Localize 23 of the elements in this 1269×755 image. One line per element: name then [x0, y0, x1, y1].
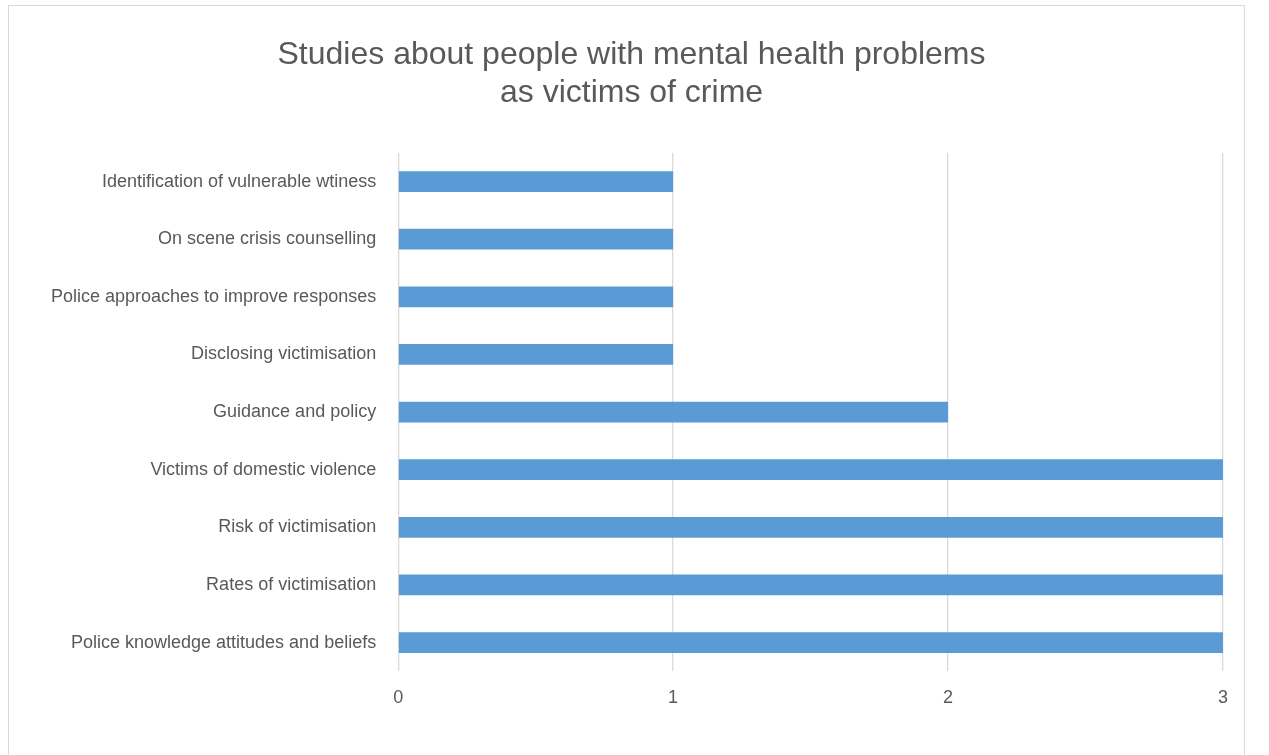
- y-tick-label: Police knowledge attitudes and beliefs: [70, 631, 377, 652]
- bar: [398, 401, 949, 423]
- y-tick-label: Risk of victimisation: [218, 516, 377, 537]
- bar: [398, 632, 1223, 653]
- y-tick-label: Victims of domestic violence: [150, 458, 377, 479]
- y-tick-label: Rates of victimisation: [206, 573, 377, 594]
- y-tick-label: Disclosing victimisation: [191, 343, 377, 364]
- x-tick-label: 0: [393, 687, 404, 708]
- y-tick-label: Identification of vulnerable wtiness: [102, 170, 377, 191]
- chart-title: Studies about people with mental health problems as victims of crime: [277, 35, 986, 110]
- bar: [398, 344, 674, 365]
- y-tick-label: Police approaches to improve responses: [50, 285, 377, 306]
- x-tick-label: 2: [943, 687, 954, 708]
- y-tick-label: On scene crisis counselling: [158, 228, 377, 249]
- y-tick-label: Guidance and policy: [213, 401, 377, 422]
- bar: [398, 574, 1223, 596]
- bar: [398, 286, 674, 308]
- bar: [398, 171, 674, 192]
- bar: [398, 459, 1223, 481]
- x-tick-label: 3: [1217, 687, 1228, 708]
- bar: [398, 516, 1223, 538]
- bar: [398, 228, 674, 250]
- x-tick-label: 1: [668, 687, 679, 708]
